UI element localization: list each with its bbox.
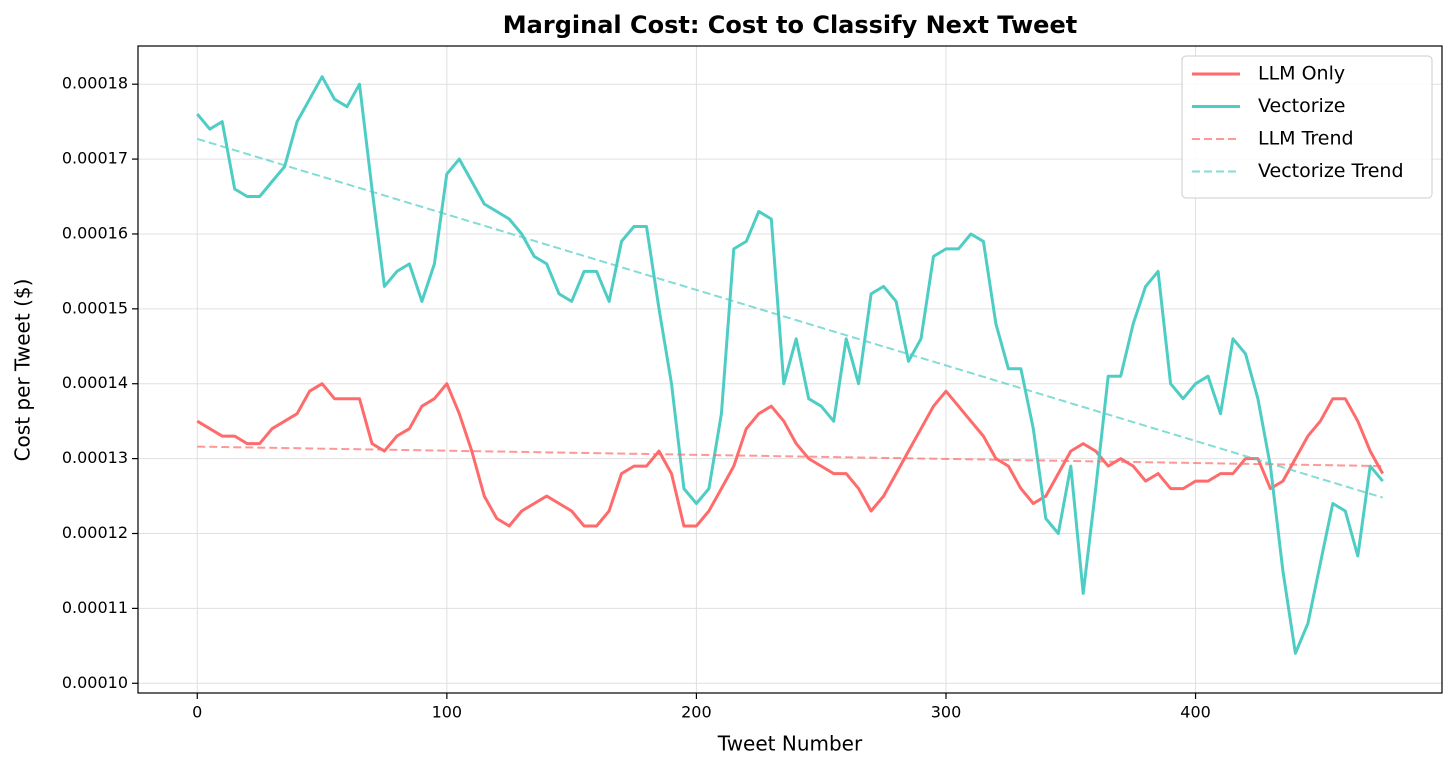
chart-title: Marginal Cost: Cost to Classify Next Twe… <box>503 11 1077 39</box>
y-tick-label: 0.00017 <box>62 149 128 168</box>
legend-label: LLM Only <box>1258 63 1345 85</box>
x-tick-label: 200 <box>681 703 712 722</box>
data-line <box>196 382 1385 528</box>
trend-line <box>197 137 1383 499</box>
y-tick-label: 0.00014 <box>62 373 128 392</box>
x-tick-label: 0 <box>192 703 202 722</box>
x-tick-label: 400 <box>1180 703 1211 722</box>
trend-line <box>197 445 1383 468</box>
y-tick-label: 0.00016 <box>62 223 128 242</box>
y-tick-label: 0.00012 <box>62 523 128 542</box>
plot-frame <box>137 45 1443 694</box>
y-tick-label: 0.00018 <box>62 74 128 93</box>
legend-label: Vectorize Trend <box>1258 160 1404 182</box>
y-tick-label: 0.00011 <box>62 598 128 617</box>
x-tick-label: 300 <box>931 703 962 722</box>
x-tick-label: 100 <box>432 703 463 722</box>
data-line <box>196 75 1384 655</box>
x-axis-label: Tweet Number <box>717 732 863 756</box>
y-tick-label: 0.00010 <box>62 673 128 692</box>
legend-label: Vectorize <box>1258 95 1346 117</box>
legend-label: LLM Trend <box>1258 128 1354 150</box>
legend-box <box>1181 55 1433 199</box>
y-tick-label: 0.00013 <box>62 448 128 467</box>
y-tick-label: 0.00015 <box>62 298 128 317</box>
y-axis-label: Cost per Tweet ($) <box>11 279 35 462</box>
